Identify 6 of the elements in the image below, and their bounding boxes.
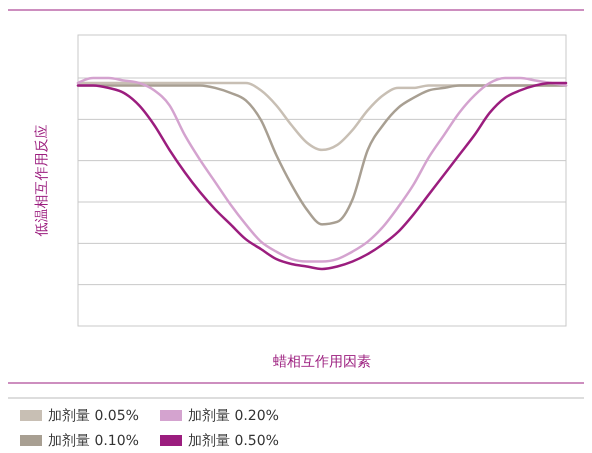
legend-label: 加剂量 0.10% xyxy=(48,433,139,449)
legend-label: 加剂量 0.20% xyxy=(188,408,279,424)
legend-label: 加剂量 0.05% xyxy=(48,408,139,424)
x-axis-title: 蜡相互作用因素 xyxy=(273,354,371,370)
y-axis-title: 低温相互作用反应 xyxy=(34,124,50,236)
legend-label: 加剂量 0.50% xyxy=(188,433,279,449)
